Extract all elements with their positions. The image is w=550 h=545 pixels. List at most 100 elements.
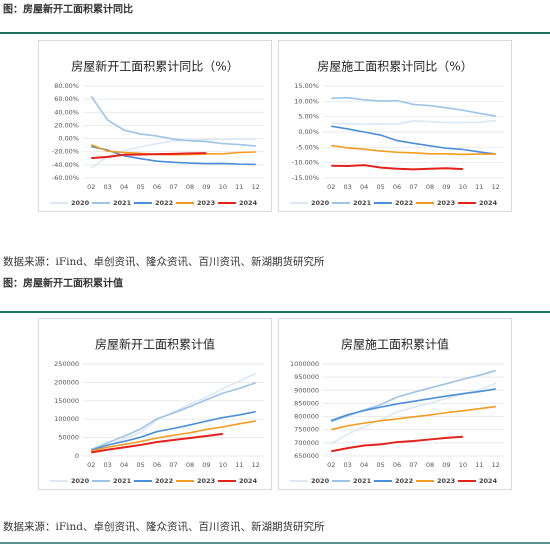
y-tick-label: 80.00% bbox=[54, 82, 79, 90]
x-tick-label: 04 bbox=[360, 461, 368, 469]
legend-label: 2024 bbox=[239, 199, 258, 207]
x-tick-label: 09 bbox=[202, 183, 210, 191]
legend-label: 2021 bbox=[353, 199, 372, 207]
x-tick-label: 04 bbox=[360, 183, 368, 191]
series-line bbox=[331, 405, 496, 431]
series-line bbox=[331, 96, 496, 117]
figure-caption: 图：房屋新开工面积累计值 bbox=[3, 277, 123, 290]
y-tick-label: 750000 bbox=[294, 426, 319, 434]
y-tick-label: 200000 bbox=[54, 378, 79, 386]
series-line bbox=[331, 119, 496, 126]
x-tick-label: 08 bbox=[186, 461, 194, 469]
legend-label: 2023 bbox=[437, 477, 455, 485]
legend-label: 2020 bbox=[71, 477, 90, 485]
chart-title: 房屋施工面积累计同比（%） bbox=[317, 59, 472, 74]
x-tick-label: 11 bbox=[475, 461, 483, 469]
legend-label: 2024 bbox=[239, 477, 258, 485]
x-tick-label: 02 bbox=[327, 461, 335, 469]
y-tick-label: 100000 bbox=[54, 415, 79, 423]
x-tick-label: 04 bbox=[120, 183, 128, 191]
series-line bbox=[91, 145, 256, 166]
y-tick-label: 20.00% bbox=[54, 121, 79, 129]
y-tick-label: 250000 bbox=[54, 360, 79, 368]
chart-title: 房屋新开工面积累计同比（%） bbox=[71, 59, 238, 74]
legend-label: 2020 bbox=[311, 477, 330, 485]
y-tick-label: -40.00% bbox=[52, 161, 79, 169]
series-line bbox=[90, 410, 256, 452]
x-tick-label: 10 bbox=[459, 183, 467, 191]
y-tick-label: 650000 bbox=[294, 452, 319, 460]
x-tick-label: 02 bbox=[87, 183, 95, 191]
y-tick-label: 60.00% bbox=[54, 95, 79, 103]
y-tick-label: -15.00% bbox=[292, 174, 319, 182]
x-tick-label: 09 bbox=[442, 183, 450, 191]
series-line bbox=[330, 388, 496, 422]
legend-label: 2020 bbox=[71, 199, 90, 207]
x-tick-label: 05 bbox=[376, 461, 384, 469]
chart-title: 房屋新开工面积累计值 bbox=[95, 337, 215, 352]
chart-title: 房屋施工面积累计值 bbox=[341, 337, 449, 352]
x-tick-label: 08 bbox=[426, 461, 434, 469]
legend-label: 2022 bbox=[155, 199, 173, 207]
x-tick-label: 06 bbox=[393, 183, 401, 191]
x-tick-label: 12 bbox=[492, 183, 500, 191]
legend-label: 2023 bbox=[437, 199, 455, 207]
y-tick-label: 700000 bbox=[294, 439, 319, 447]
legend-label: 2023 bbox=[197, 199, 215, 207]
x-tick-label: 11 bbox=[235, 183, 243, 191]
x-tick-label: 10 bbox=[219, 461, 227, 469]
x-tick-label: 10 bbox=[459, 461, 467, 469]
x-tick-label: 03 bbox=[104, 461, 112, 469]
x-tick-label: 06 bbox=[393, 461, 401, 469]
x-tick-label: 05 bbox=[376, 183, 384, 191]
y-tick-label: 1000000 bbox=[290, 360, 319, 368]
series-line bbox=[331, 125, 496, 155]
series-line bbox=[331, 144, 496, 156]
x-tick-label: 03 bbox=[344, 183, 352, 191]
y-tick-label: 800000 bbox=[294, 413, 319, 421]
y-tick-label: -20.00% bbox=[52, 148, 79, 156]
chart: 房屋新开工面积累计值 250000 200000 150000 100000 50000 0… bbox=[38, 318, 272, 490]
y-tick-label: 950000 bbox=[294, 373, 319, 381]
series-line bbox=[90, 95, 256, 147]
x-tick-label: 02 bbox=[327, 183, 335, 191]
series-line bbox=[91, 420, 256, 452]
y-tick-label: 850000 bbox=[294, 399, 319, 407]
x-tick-label: 12 bbox=[252, 183, 260, 191]
x-tick-label: 12 bbox=[492, 461, 500, 469]
y-tick-label: 0.00% bbox=[58, 135, 79, 143]
x-tick-label: 07 bbox=[409, 183, 417, 191]
x-tick-label: 05 bbox=[136, 183, 144, 191]
legend-label: 2023 bbox=[197, 477, 215, 485]
x-tick-label: 09 bbox=[442, 461, 450, 469]
legend-label: 2021 bbox=[113, 199, 132, 207]
x-tick-label: 06 bbox=[153, 183, 161, 191]
y-tick-label: 40.00% bbox=[54, 108, 79, 116]
legend-label: 2022 bbox=[395, 477, 413, 485]
x-tick-label: 03 bbox=[104, 183, 112, 191]
x-tick-label: 07 bbox=[169, 183, 177, 191]
legend-label: 2020 bbox=[311, 199, 330, 207]
x-tick-label: 12 bbox=[252, 461, 260, 469]
x-tick-label: 09 bbox=[202, 461, 210, 469]
legend-label: 2021 bbox=[113, 477, 132, 485]
x-tick-label: 07 bbox=[169, 461, 177, 469]
series-line bbox=[91, 152, 207, 160]
x-tick-label: 08 bbox=[186, 183, 194, 191]
x-tick-label: 10 bbox=[219, 183, 227, 191]
chart: 房屋新开工面积累计同比（%） 80.00% 60.00% 40.00% 20.00% 0.… bbox=[38, 40, 272, 212]
series-line bbox=[331, 164, 463, 171]
x-tick-label: 07 bbox=[409, 461, 417, 469]
legend-label: 2024 bbox=[479, 199, 498, 207]
x-tick-label: 05 bbox=[136, 461, 144, 469]
y-tick-label: 5.00% bbox=[298, 113, 319, 121]
chart-frame bbox=[38, 40, 272, 212]
series-line bbox=[331, 435, 463, 453]
x-tick-label: 11 bbox=[235, 461, 243, 469]
y-tick-label: 10.00% bbox=[294, 97, 319, 105]
series-line bbox=[90, 382, 257, 451]
chart: 房屋施工面积累计同比（%） 15.00% 10.00% 5.00% 0.00% -5.00… bbox=[278, 40, 512, 212]
series-line bbox=[90, 372, 257, 453]
chart-frame bbox=[278, 40, 512, 212]
